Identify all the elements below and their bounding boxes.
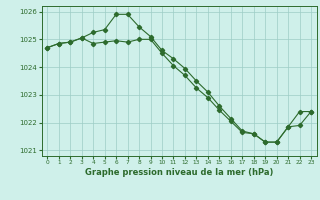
X-axis label: Graphe pression niveau de la mer (hPa): Graphe pression niveau de la mer (hPa): [85, 168, 273, 177]
